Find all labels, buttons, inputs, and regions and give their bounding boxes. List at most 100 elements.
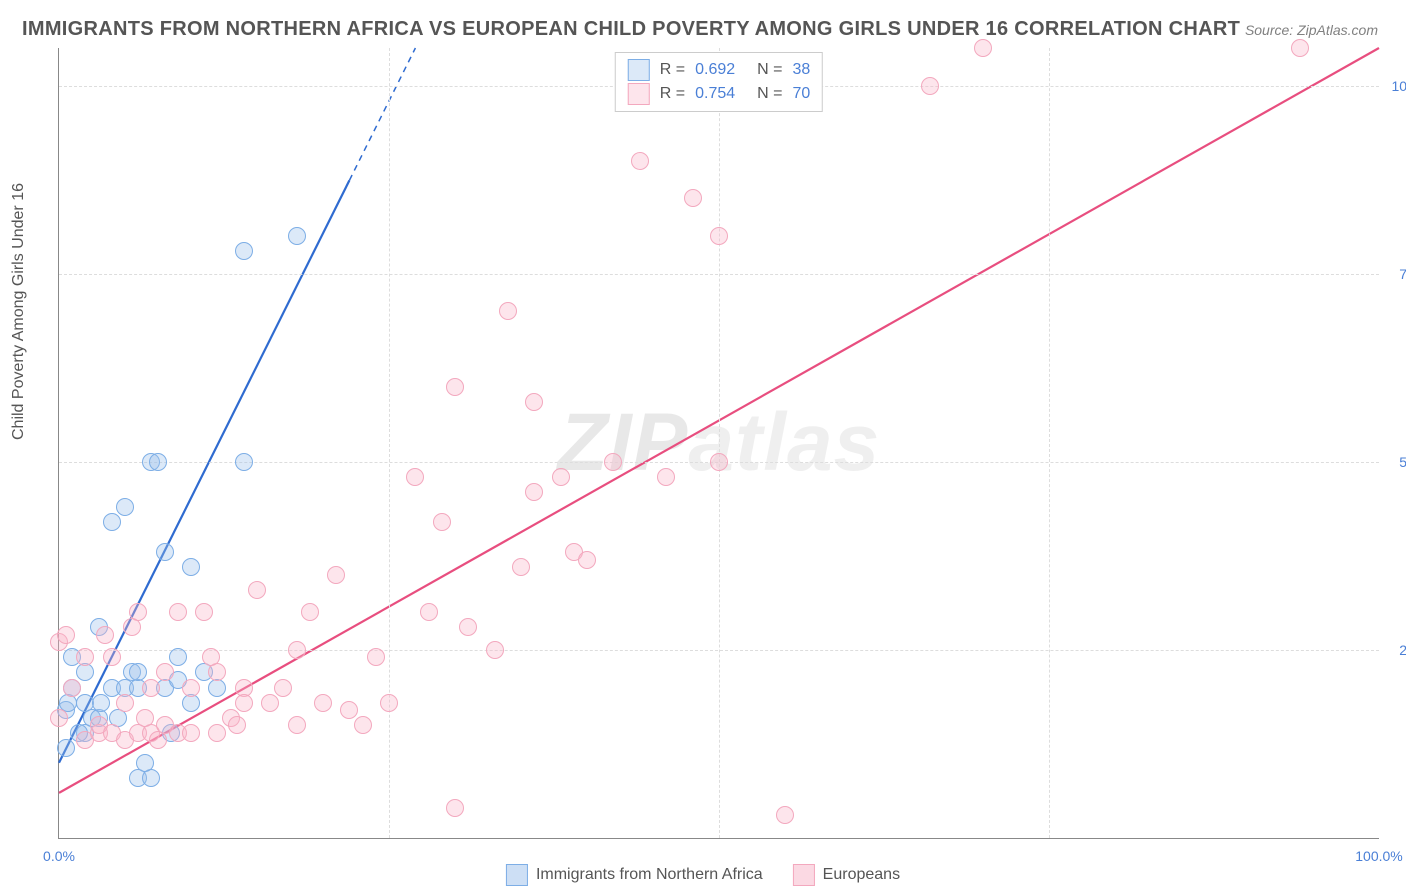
data-point <box>103 513 121 531</box>
data-point <box>578 551 596 569</box>
data-point <box>274 679 292 697</box>
data-point <box>710 227 728 245</box>
data-point <box>149 453 167 471</box>
legend-series: Immigrants from Northern Africa Europeans <box>506 864 900 886</box>
legend-row: R = 0.754 N = 70 <box>628 83 810 105</box>
legend-swatch <box>506 864 528 886</box>
legend-r-value: 0.692 <box>695 61 747 79</box>
data-point <box>235 242 253 260</box>
data-point <box>136 709 154 727</box>
y-tick-label: 75.0% <box>1384 266 1406 282</box>
data-point <box>631 152 649 170</box>
data-point <box>228 716 246 734</box>
data-point <box>710 453 728 471</box>
legend-label: Europeans <box>823 866 900 884</box>
data-point <box>288 716 306 734</box>
data-point <box>142 679 160 697</box>
data-point <box>202 648 220 666</box>
data-point <box>657 468 675 486</box>
data-point <box>604 453 622 471</box>
legend-n-value: 70 <box>792 85 810 103</box>
chart-title: IMMIGRANTS FROM NORTHERN AFRICA VS EUROP… <box>22 18 1240 41</box>
legend-item: Europeans <box>793 864 900 886</box>
y-tick-label: 25.0% <box>1384 642 1406 658</box>
gridline-v <box>1049 48 1050 838</box>
data-point <box>525 483 543 501</box>
data-point <box>406 468 424 486</box>
data-point <box>182 724 200 742</box>
data-point <box>149 731 167 749</box>
data-point <box>354 716 372 734</box>
legend-swatch <box>628 59 650 81</box>
data-point <box>776 806 794 824</box>
data-point <box>123 618 141 636</box>
legend-n-value: 38 <box>792 61 810 79</box>
data-point <box>525 393 543 411</box>
legend-correlation: R = 0.692 N = 38 R = 0.754 N = 70 <box>615 52 823 112</box>
data-point <box>235 453 253 471</box>
data-point <box>182 558 200 576</box>
data-point <box>261 694 279 712</box>
data-point <box>169 648 187 666</box>
data-point <box>433 513 451 531</box>
data-point <box>327 566 345 584</box>
gridline-v <box>719 48 720 838</box>
data-point <box>459 618 477 636</box>
gridline-v <box>389 48 390 838</box>
y-axis-label: Child Poverty Among Girls Under 16 <box>10 183 28 440</box>
legend-r-value: 0.754 <box>695 85 747 103</box>
data-point <box>446 378 464 396</box>
data-point <box>116 498 134 516</box>
data-point <box>129 663 147 681</box>
data-point <box>288 641 306 659</box>
data-point <box>974 39 992 57</box>
data-point <box>208 724 226 742</box>
data-point <box>156 663 174 681</box>
data-point <box>512 558 530 576</box>
data-point <box>288 227 306 245</box>
legend-r-label: R = <box>660 85 685 103</box>
data-point <box>57 626 75 644</box>
x-tick-label: 100.0% <box>1355 848 1402 864</box>
data-point <box>136 754 154 772</box>
data-point <box>57 739 75 757</box>
data-point <box>499 302 517 320</box>
data-point <box>446 799 464 817</box>
data-point <box>684 189 702 207</box>
data-point <box>195 603 213 621</box>
source-label: Source: ZipAtlas.com <box>1245 22 1378 38</box>
chart-container: IMMIGRANTS FROM NORTHERN AFRICA VS EUROP… <box>0 0 1406 892</box>
data-point <box>96 626 114 644</box>
data-point <box>248 581 266 599</box>
data-point <box>169 603 187 621</box>
legend-n-label: N = <box>757 61 782 79</box>
data-point <box>92 694 110 712</box>
legend-label: Immigrants from Northern Africa <box>536 866 763 884</box>
data-point <box>1291 39 1309 57</box>
data-point <box>314 694 332 712</box>
data-point <box>156 543 174 561</box>
legend-row: R = 0.692 N = 38 <box>628 59 810 81</box>
legend-swatch <box>793 864 815 886</box>
data-point <box>116 694 134 712</box>
y-tick-label: 50.0% <box>1384 454 1406 470</box>
data-point <box>921 77 939 95</box>
data-point <box>420 603 438 621</box>
legend-swatch <box>628 83 650 105</box>
legend-n-label: N = <box>757 85 782 103</box>
data-point <box>340 701 358 719</box>
data-point <box>380 694 398 712</box>
data-point <box>367 648 385 666</box>
data-point <box>182 679 200 697</box>
data-point <box>486 641 504 659</box>
data-point <box>63 679 81 697</box>
data-point <box>552 468 570 486</box>
legend-r-label: R = <box>660 61 685 79</box>
data-point <box>103 648 121 666</box>
data-point <box>50 709 68 727</box>
y-tick-label: 100.0% <box>1384 78 1406 94</box>
data-point <box>301 603 319 621</box>
data-point <box>76 648 94 666</box>
plot-area: ZIPatlas R =0.692N =38R =0.754N =70 25.0… <box>58 48 1379 839</box>
data-point <box>235 694 253 712</box>
